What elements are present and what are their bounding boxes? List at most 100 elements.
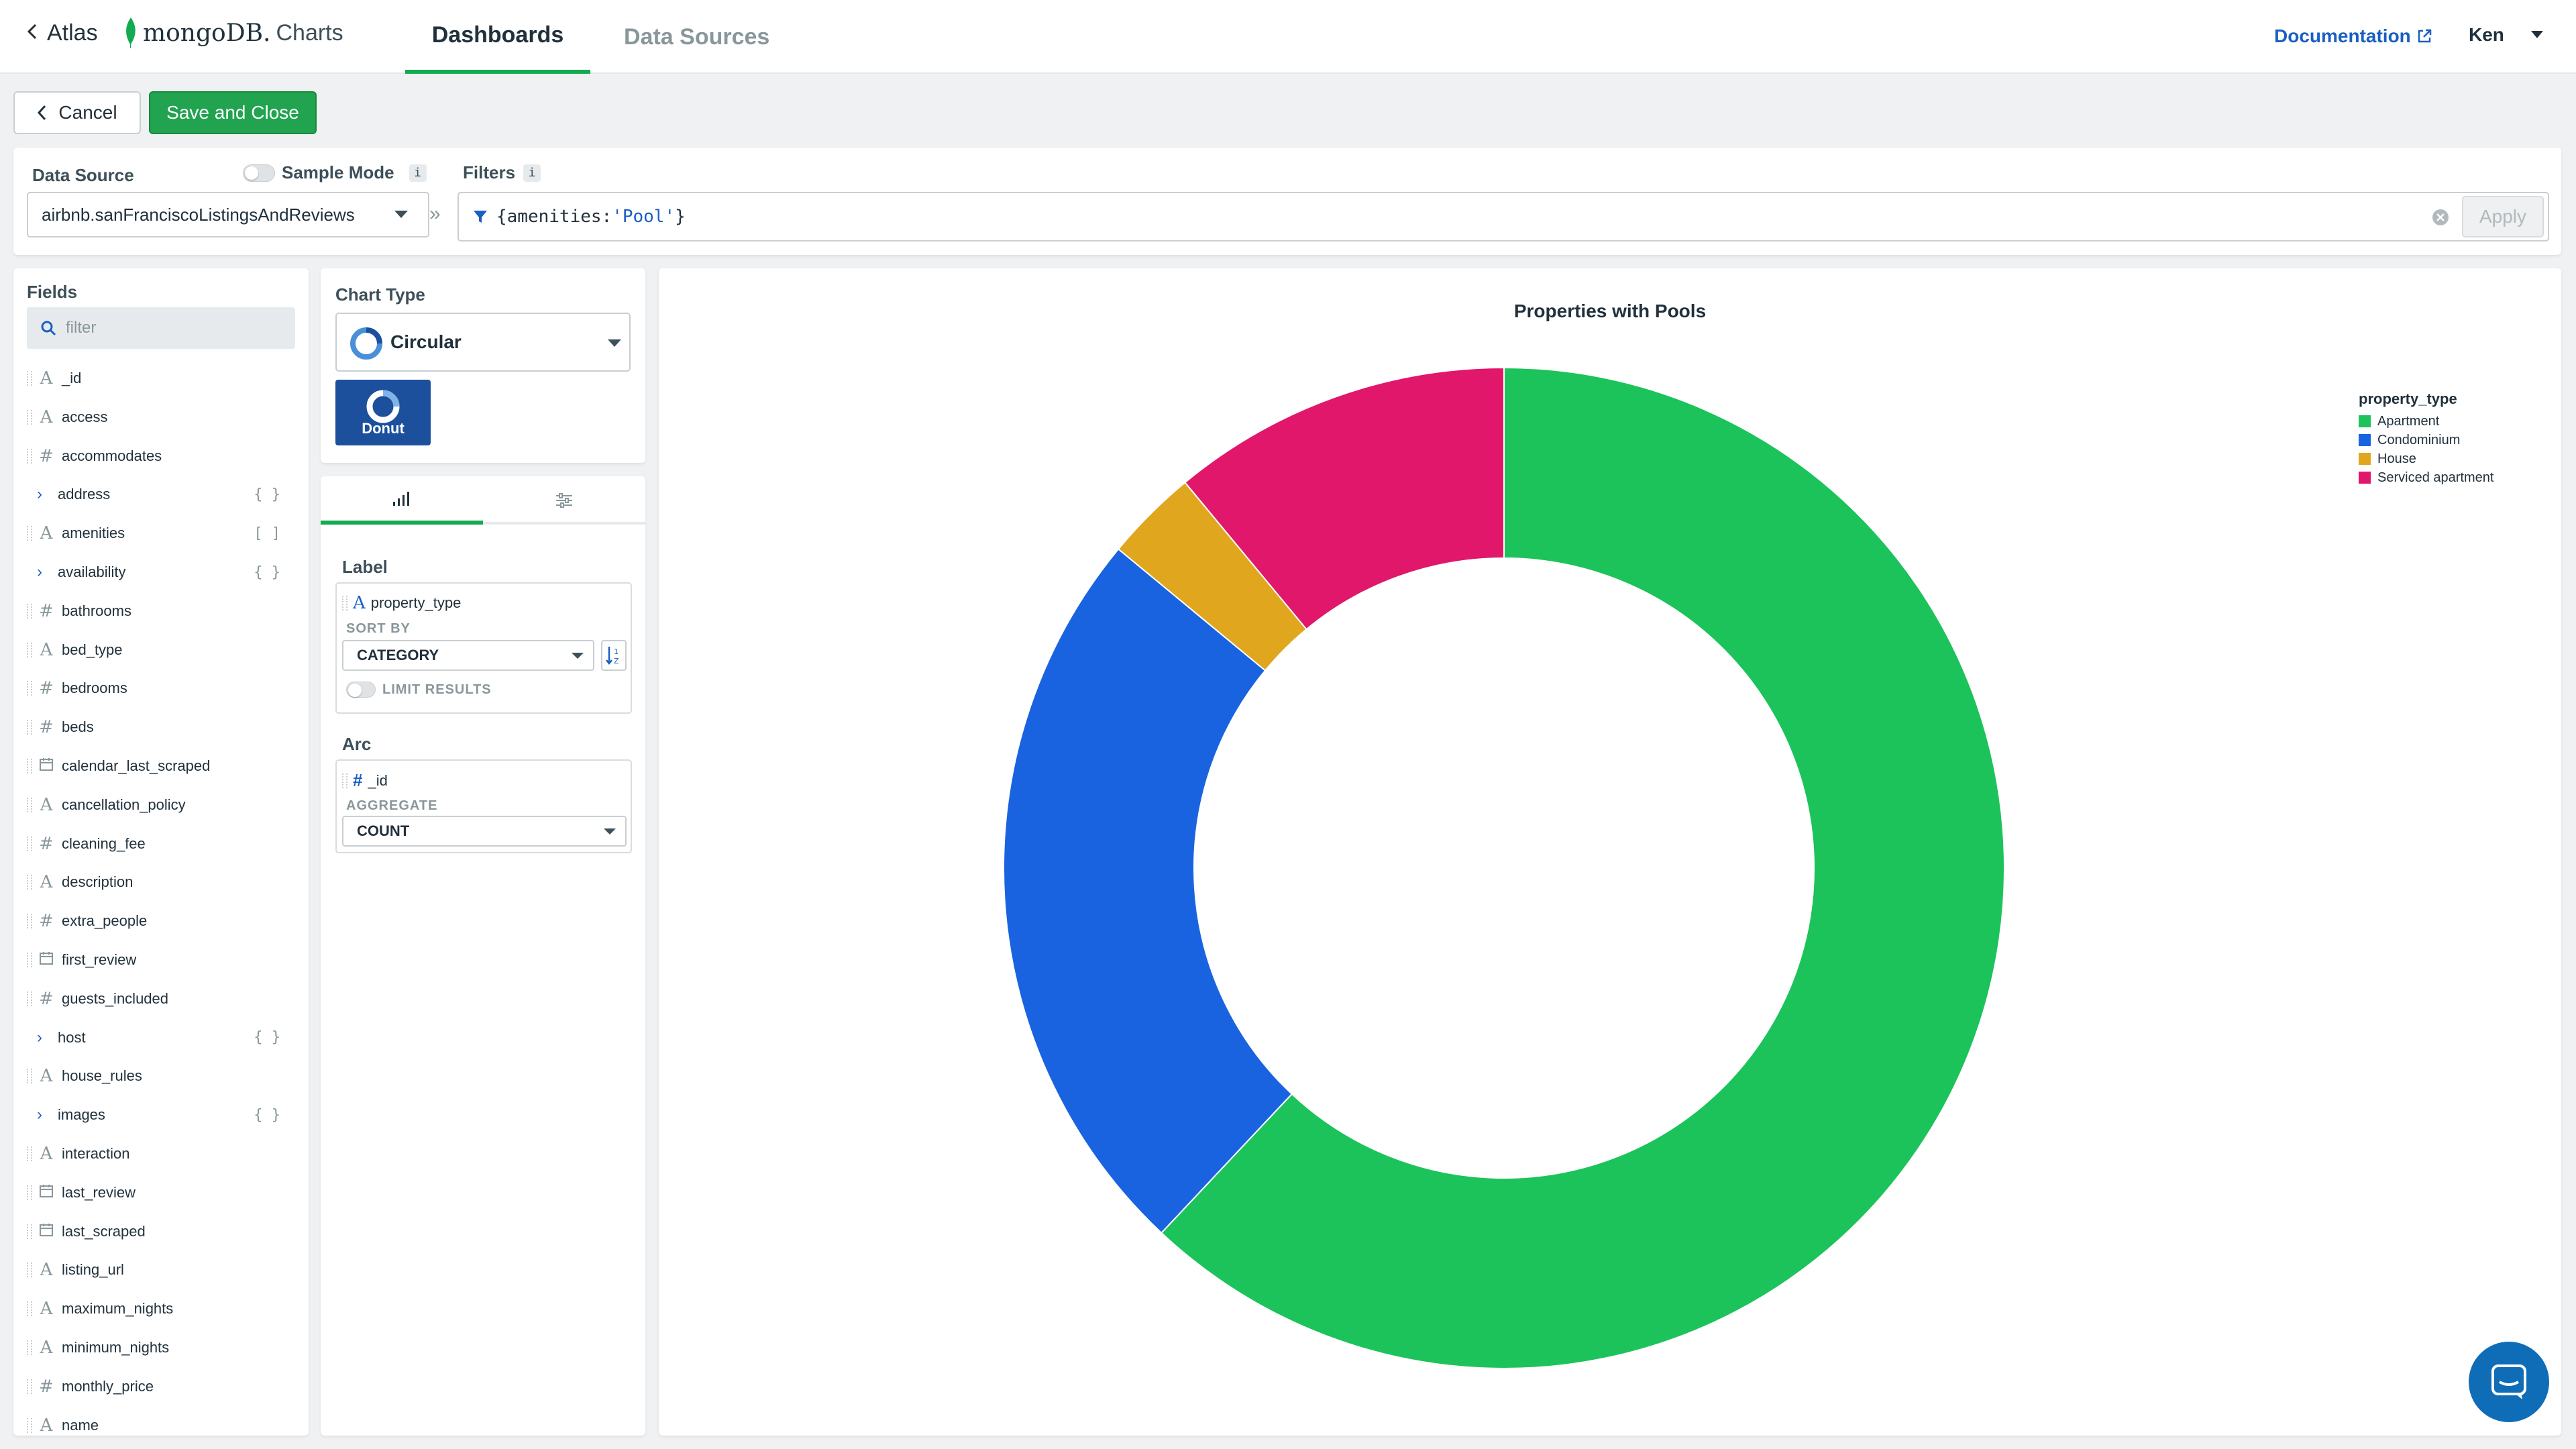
field-item-accommodates[interactable]: # accommodates bbox=[27, 443, 309, 470]
drag-handle-icon[interactable] bbox=[27, 953, 32, 967]
sample-mode-info-icon[interactable]: i bbox=[409, 164, 427, 182]
tab-customize[interactable] bbox=[483, 476, 645, 525]
aggregate-select[interactable]: COUNT bbox=[342, 816, 627, 847]
field-item-bedrooms[interactable]: # bedrooms bbox=[27, 675, 309, 702]
sort-by-select[interactable]: CATEGORY bbox=[342, 640, 594, 671]
drag-handle-icon[interactable] bbox=[27, 526, 32, 541]
drag-handle-icon[interactable] bbox=[27, 1263, 32, 1278]
chat-button[interactable] bbox=[2469, 1342, 2549, 1422]
field-item-guests-included[interactable]: # guests_included bbox=[27, 985, 309, 1012]
arc-encoding-card[interactable]: # _id AGGREGATE COUNT bbox=[335, 759, 632, 853]
chevron-right-icon[interactable]: › bbox=[37, 1028, 42, 1046]
drag-handle-icon[interactable] bbox=[27, 603, 32, 619]
chevron-right-icon[interactable]: › bbox=[37, 563, 42, 581]
drag-handle-icon[interactable] bbox=[27, 1185, 32, 1200]
drag-handle-icon[interactable] bbox=[27, 836, 32, 851]
collapse-arrow-icon[interactable]: » bbox=[429, 203, 441, 225]
legend-item[interactable]: Apartment bbox=[2359, 412, 2493, 431]
drag-handle-icon[interactable] bbox=[27, 371, 32, 386]
field-item-cleaning-fee[interactable]: # cleaning_fee bbox=[27, 830, 309, 857]
data-source-label: Data Source bbox=[32, 165, 134, 185]
drag-handle-icon[interactable] bbox=[27, 642, 32, 657]
drag-handle-icon[interactable] bbox=[27, 914, 32, 929]
field-item-last-review[interactable]: last_review bbox=[27, 1179, 309, 1206]
data-source-select[interactable]: airbnb.sanFranciscoListingsAndReviews bbox=[27, 192, 429, 237]
cancel-button[interactable]: Cancel bbox=[13, 91, 141, 134]
drag-handle-icon[interactable] bbox=[27, 1146, 32, 1161]
donut-slice-apartment[interactable] bbox=[1160, 366, 2005, 1369]
drag-handle-icon[interactable] bbox=[27, 720, 32, 735]
filter-query-input[interactable]: {amenities: 'Pool' } Apply bbox=[458, 192, 2549, 241]
drag-handle-icon[interactable] bbox=[342, 596, 347, 610]
field-item-bathrooms[interactable]: # bathrooms bbox=[27, 598, 309, 625]
drag-handle-icon[interactable] bbox=[27, 1224, 32, 1239]
drag-handle-icon[interactable] bbox=[27, 1379, 32, 1394]
legend-item[interactable]: Condominium bbox=[2359, 431, 2493, 449]
field-item-last-scraped[interactable]: last_scraped bbox=[27, 1218, 309, 1245]
legend-item[interactable]: Serviced apartment bbox=[2359, 468, 2493, 487]
field-name: monthly_price bbox=[62, 1377, 154, 1395]
field-item--id[interactable]: A _id bbox=[27, 365, 309, 392]
drag-handle-icon[interactable] bbox=[27, 1301, 32, 1317]
label-field-chip[interactable]: A property_type bbox=[342, 593, 461, 613]
atlas-back-link[interactable]: Atlas bbox=[27, 20, 98, 46]
mongodb-charts-logo[interactable]: mongoDB. Charts bbox=[124, 17, 343, 48]
drag-handle-icon[interactable] bbox=[27, 681, 32, 696]
field-item-calendar-last-scraped[interactable]: calendar_last_scraped bbox=[27, 753, 309, 780]
sample-mode-toggle[interactable] bbox=[243, 164, 275, 182]
chart-type-select[interactable]: Circular bbox=[335, 313, 631, 372]
tab-dashboards[interactable]: Dashboards bbox=[405, 0, 590, 74]
chevron-right-icon[interactable]: › bbox=[37, 485, 42, 504]
calendar-type-icon bbox=[38, 1183, 55, 1203]
filters-info-icon[interactable]: i bbox=[523, 164, 541, 182]
donut-slice-condominium[interactable] bbox=[1003, 548, 1293, 1234]
tab-encode[interactable] bbox=[321, 476, 483, 525]
drag-handle-icon[interactable] bbox=[342, 773, 347, 788]
limit-results-toggle[interactable] bbox=[346, 682, 376, 698]
drag-handle-icon[interactable] bbox=[27, 409, 32, 425]
arc-field-chip[interactable]: # _id bbox=[342, 770, 388, 791]
filters-label: Filters bbox=[463, 162, 516, 182]
drag-handle-icon[interactable] bbox=[27, 1417, 32, 1433]
drag-handle-icon[interactable] bbox=[27, 991, 32, 1006]
user-menu[interactable]: Ken bbox=[2469, 24, 2543, 46]
field-item-images[interactable]: › images { } bbox=[27, 1102, 309, 1128]
donut-slice-serviced-apartment[interactable] bbox=[1184, 366, 1505, 631]
field-item-monthly-price[interactable]: # monthly_price bbox=[27, 1373, 309, 1400]
clear-circle-icon[interactable] bbox=[2431, 208, 2450, 227]
chevron-right-icon[interactable]: › bbox=[37, 1106, 42, 1124]
field-item-extra-people[interactable]: # extra_people bbox=[27, 908, 309, 934]
legend-label: Apartment bbox=[2377, 413, 2440, 429]
field-item-host[interactable]: › host { } bbox=[27, 1024, 309, 1051]
drag-handle-icon[interactable] bbox=[27, 875, 32, 890]
drag-handle-icon[interactable] bbox=[27, 797, 32, 812]
field-item-beds[interactable]: # beds bbox=[27, 714, 309, 741]
donut-variant-tile[interactable]: Donut bbox=[335, 380, 431, 445]
drag-handle-icon[interactable] bbox=[27, 1340, 32, 1355]
field-item-availability[interactable]: › availability { } bbox=[27, 559, 309, 586]
drag-handle-icon[interactable] bbox=[27, 1069, 32, 1084]
field-item-first-review[interactable]: first_review bbox=[27, 947, 309, 973]
documentation-link[interactable]: Documentation bbox=[2274, 25, 2432, 47]
tab-data-sources[interactable]: Data Sources bbox=[624, 0, 769, 74]
field-item-address[interactable]: › address { } bbox=[27, 481, 309, 508]
fields-filter-input[interactable]: filter bbox=[27, 307, 295, 349]
drag-handle-icon[interactable] bbox=[27, 448, 32, 464]
legend-item[interactable]: House bbox=[2359, 449, 2493, 468]
apply-button[interactable]: Apply bbox=[2462, 196, 2544, 237]
save-and-close-button[interactable]: Save and Close bbox=[149, 91, 317, 134]
drag-handle-icon[interactable] bbox=[27, 759, 32, 773]
